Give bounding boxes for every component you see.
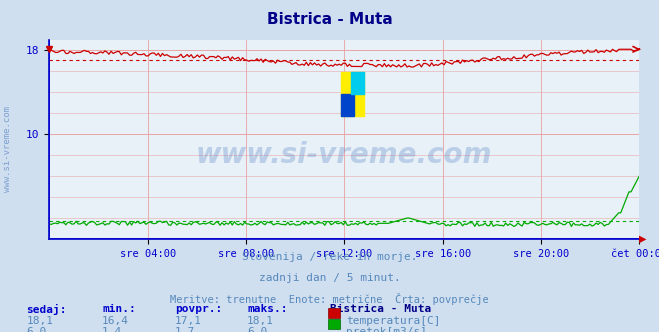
Text: maks.:: maks.: [247,304,287,314]
Text: www.si-vreme.com: www.si-vreme.com [3,106,13,193]
Text: Slovenija / reke in morje.: Slovenija / reke in morje. [242,252,417,262]
Text: povpr.:: povpr.: [175,304,222,314]
Text: 16,4: 16,4 [102,316,129,326]
Bar [341,72,364,116]
Text: Meritve: trenutne  Enote: metrične  Črta: povprečje: Meritve: trenutne Enote: metrične Črta: … [170,293,489,305]
Text: 1,7: 1,7 [175,327,195,332]
Text: 6,0: 6,0 [26,327,47,332]
Text: pretok[m3/s]: pretok[m3/s] [346,327,427,332]
Text: min.:: min.: [102,304,136,314]
Text: 18,1: 18,1 [26,316,53,326]
Text: 6,0: 6,0 [247,327,268,332]
Text: Bistrica - Muta: Bistrica - Muta [267,12,392,27]
Bar [341,94,354,116]
Text: www.si-vreme.com: www.si-vreme.com [196,141,492,169]
Text: 18,1: 18,1 [247,316,274,326]
Text: ▶: ▶ [639,234,646,244]
Text: 17,1: 17,1 [175,316,202,326]
Text: sedaj:: sedaj: [26,304,67,315]
Bar [351,72,364,94]
Text: temperatura[C]: temperatura[C] [346,316,440,326]
Text: Bistrica - Muta: Bistrica - Muta [330,304,431,314]
Text: 1,4: 1,4 [102,327,123,332]
Text: zadnji dan / 5 minut.: zadnji dan / 5 minut. [258,273,401,283]
